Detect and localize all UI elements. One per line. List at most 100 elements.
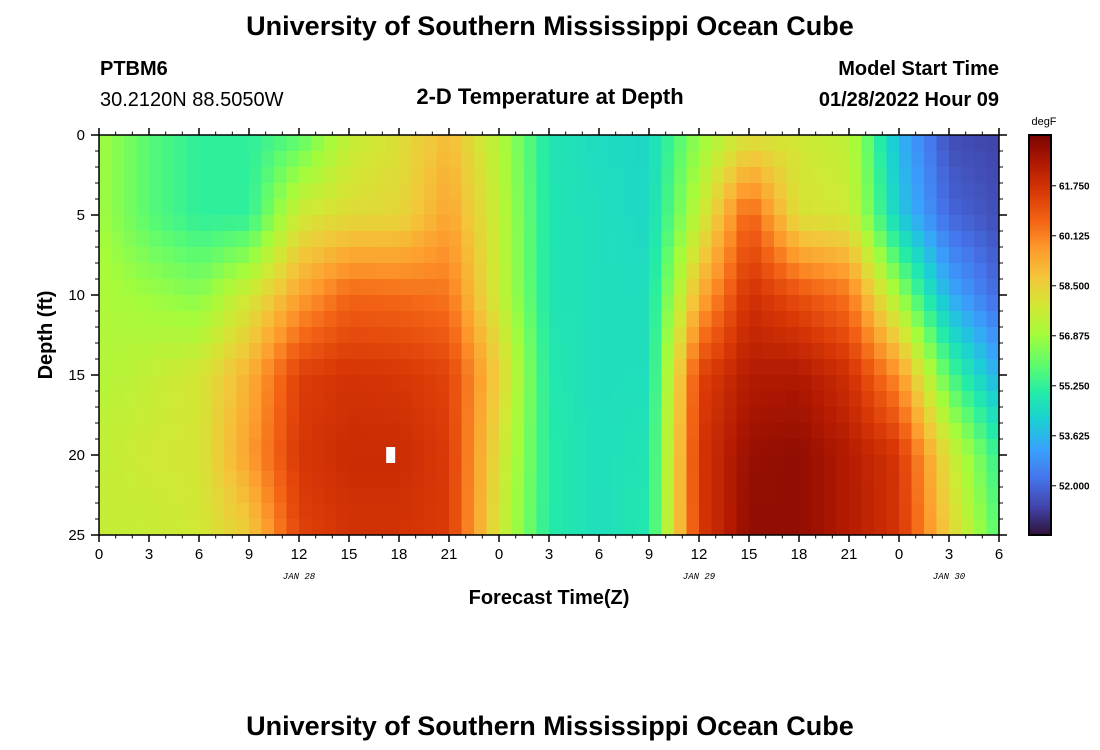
heatmap-cell [99, 279, 112, 296]
heatmap-cell [524, 183, 537, 200]
heatmap-cell [199, 439, 212, 456]
heatmap-cell [149, 199, 162, 216]
heatmap-cell [286, 391, 300, 408]
heatmap-cell [299, 231, 312, 248]
heatmap-cell [874, 391, 887, 408]
heatmap-cell [699, 471, 712, 488]
heatmap-cell [624, 407, 637, 424]
heatmap-cell [474, 471, 487, 488]
heatmap-cell [961, 279, 975, 296]
colorbar-segment [1029, 500, 1051, 503]
heatmap-cell [836, 471, 850, 488]
colorbar-segment [1029, 410, 1051, 413]
heatmap-cell [599, 263, 612, 280]
heatmap-cell [911, 343, 925, 360]
heatmap-cell [211, 487, 225, 504]
heatmap-cell [436, 471, 450, 488]
x-tick-label: 0 [895, 546, 903, 563]
heatmap-cell [899, 391, 912, 408]
heatmap-cell [274, 407, 287, 424]
heatmap-cell [274, 263, 287, 280]
heatmap-cell [174, 407, 187, 424]
station-coordinates: 30.2120N 88.5050W [100, 89, 284, 111]
y-tick-label: 20 [68, 447, 85, 464]
heatmap-cell [786, 375, 800, 392]
heatmap-cell [611, 167, 625, 184]
heatmap-cell [286, 503, 300, 520]
heatmap-cell [886, 455, 900, 472]
heatmap-cell [311, 199, 325, 216]
heatmap-cell [849, 375, 862, 392]
heatmap-cell [549, 263, 562, 280]
heatmap-cell [149, 471, 162, 488]
heatmap-cell [586, 167, 600, 184]
heatmap-cell [486, 167, 500, 184]
colorbar-segment [1029, 425, 1051, 428]
heatmap-cell [499, 279, 512, 296]
heatmap-cell [124, 471, 137, 488]
heatmap-cell [549, 375, 562, 392]
heatmap-cell [586, 231, 600, 248]
heatmap-cell [136, 263, 150, 280]
heatmap-cell [986, 455, 1000, 472]
heatmap-cell [399, 135, 412, 152]
colorbar-segment [1029, 212, 1051, 216]
heatmap-cell [624, 151, 637, 168]
heatmap-cell [349, 247, 362, 264]
heatmap-cell [461, 343, 475, 360]
colorbar-segment [1029, 467, 1051, 471]
heatmap-cell [974, 343, 987, 360]
heatmap-cell [736, 359, 750, 376]
heatmap-cell [561, 375, 575, 392]
heatmap-cell [199, 519, 212, 536]
heatmap-cell [949, 279, 962, 296]
heatmap-cell [424, 503, 437, 520]
colorbar-segment [1029, 455, 1051, 458]
heatmap-cell [99, 343, 112, 360]
heatmap-cell [599, 311, 612, 328]
heatmap-cell [249, 279, 262, 296]
heatmap-cell [424, 423, 437, 440]
heatmap-cell [524, 439, 537, 456]
heatmap-cell [186, 455, 200, 472]
heatmap-cell [274, 327, 287, 344]
heatmap-cell [99, 183, 112, 200]
heatmap-cell [586, 407, 600, 424]
heatmap-cell [374, 247, 387, 264]
heatmap-cell [736, 439, 750, 456]
heatmap-cell [461, 487, 475, 504]
heatmap-cell [911, 263, 925, 280]
heatmap-cell [974, 215, 987, 232]
heatmap-cell [486, 407, 500, 424]
heatmap-cell [211, 183, 225, 200]
heatmap-cell [461, 375, 475, 392]
heatmap-cell [861, 151, 875, 168]
heatmap-cell [636, 327, 650, 344]
heatmap-cell [561, 519, 575, 536]
heatmap-cell [311, 359, 325, 376]
heatmap-cell [524, 311, 537, 328]
heatmap-cell [124, 519, 137, 536]
heatmap-cell [661, 375, 675, 392]
heatmap-cell [961, 247, 975, 264]
x-tick-label: 12 [291, 546, 308, 563]
heatmap-cell [849, 519, 862, 536]
heatmap-cell [849, 439, 862, 456]
heatmap-cell [99, 247, 112, 264]
heatmap-cell [561, 455, 575, 472]
heatmap-cell [436, 295, 450, 312]
heatmap-cell [136, 375, 150, 392]
heatmap-cell [336, 359, 350, 376]
heatmap-cell [174, 359, 187, 376]
heatmap-cell [311, 487, 325, 504]
heatmap-cell [824, 455, 837, 472]
heatmap-cell [299, 151, 312, 168]
heatmap-cell [524, 135, 537, 152]
heatmap-cell [274, 391, 287, 408]
heatmap-cell [686, 135, 700, 152]
heatmap-cell [561, 407, 575, 424]
heatmap-cell [424, 247, 437, 264]
heatmap-cell [849, 295, 862, 312]
heatmap-cell [461, 503, 475, 520]
y-tick-label: 0 [77, 127, 85, 144]
